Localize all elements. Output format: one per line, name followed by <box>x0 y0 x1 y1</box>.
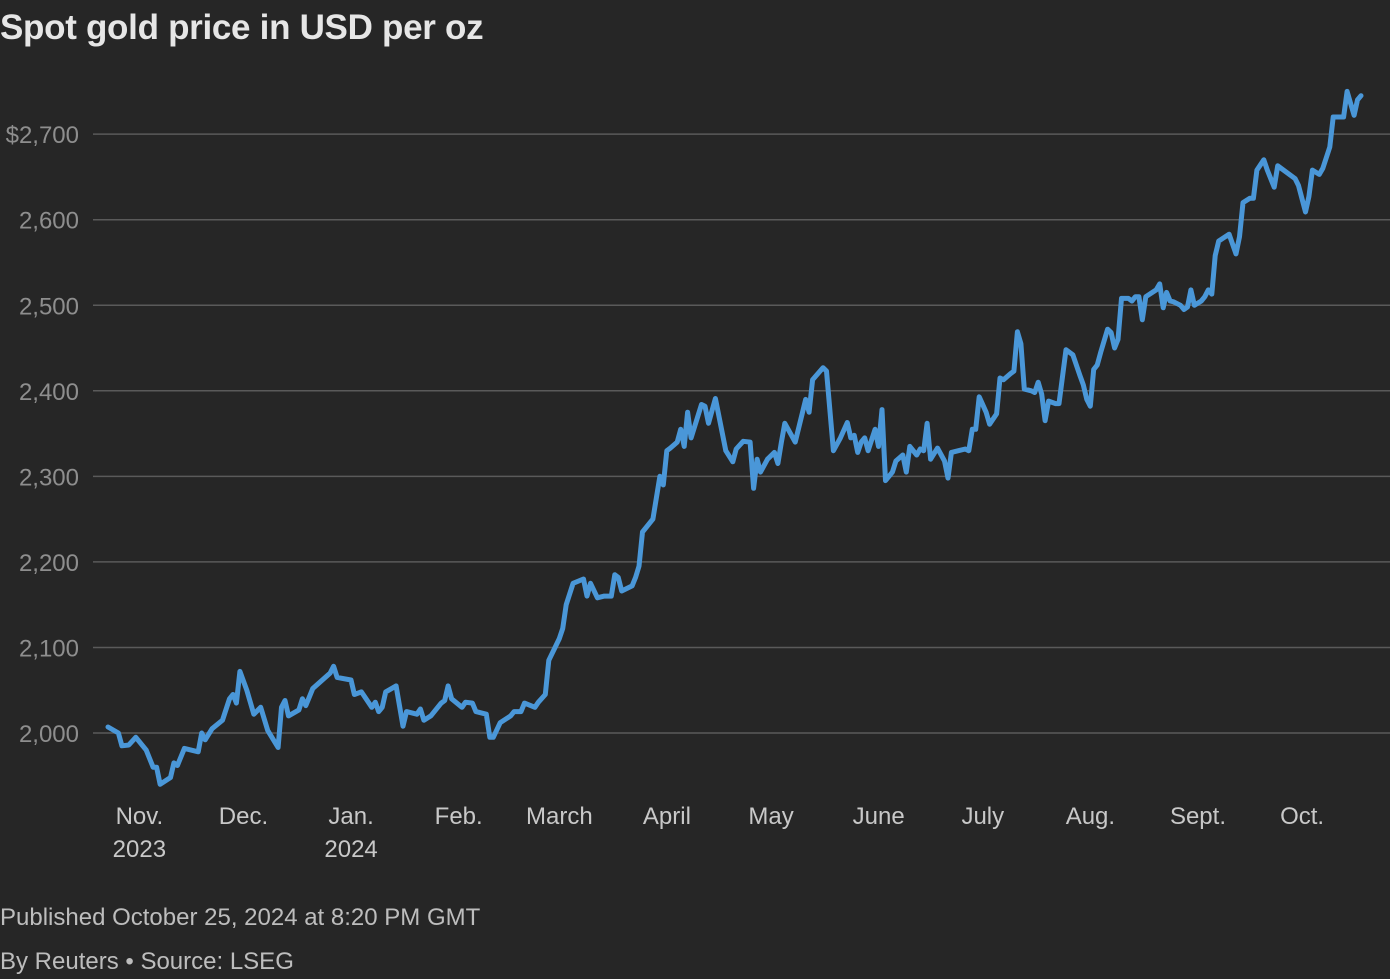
y-tick-label: 2,500 <box>19 293 79 320</box>
y-tick-label: 2,400 <box>19 379 79 406</box>
chart-title: Spot gold price in USD per oz <box>0 8 484 47</box>
y-axis-ticks: 2,000 2,100 2,200 2,300 2,400 2,500 2,600 $2,70… <box>6 122 79 748</box>
x-tick-label: Sept. <box>1170 803 1226 830</box>
x-axis-ticks: Nov. 2023 Dec. Jan. 2024 Feb. March April May Jun… <box>113 803 1324 863</box>
x-tick-label: Aug. <box>1066 803 1115 830</box>
source-credit: By Reuters • Source: LSEG <box>0 948 294 975</box>
x-tick-sublabel: 2023 <box>113 836 166 863</box>
x-tick-sublabel: 2024 <box>324 836 377 863</box>
x-tick-label: Feb. <box>435 803 483 830</box>
line-chart: 2,000 2,100 2,200 2,300 2,400 2,500 2,600 $2,70… <box>6 88 1390 863</box>
x-tick-label: July <box>961 803 1004 830</box>
x-tick-label: May <box>748 803 793 830</box>
y-tick-label: 2,600 <box>19 208 79 235</box>
published-date: Published October 25, 2024 at 8:20 PM GM… <box>0 904 481 931</box>
y-tick-label: 2,100 <box>19 635 79 662</box>
series-line-spot-gold <box>105 88 1364 787</box>
x-tick-label: Dec. <box>219 803 268 830</box>
x-tick-label: April <box>643 803 691 830</box>
gridlines <box>93 133 1390 734</box>
y-tick-label: 2,300 <box>19 464 79 491</box>
y-tick-label: 2,200 <box>19 550 79 577</box>
y-tick-label: 2,000 <box>19 721 79 748</box>
x-tick-label: June <box>853 803 905 830</box>
x-tick-label: Oct. <box>1280 803 1324 830</box>
x-tick-label: March <box>526 803 593 830</box>
y-tick-label: $2,700 <box>6 122 79 149</box>
x-tick-label: Nov. <box>116 803 164 830</box>
x-tick-label: Jan. <box>328 803 373 830</box>
